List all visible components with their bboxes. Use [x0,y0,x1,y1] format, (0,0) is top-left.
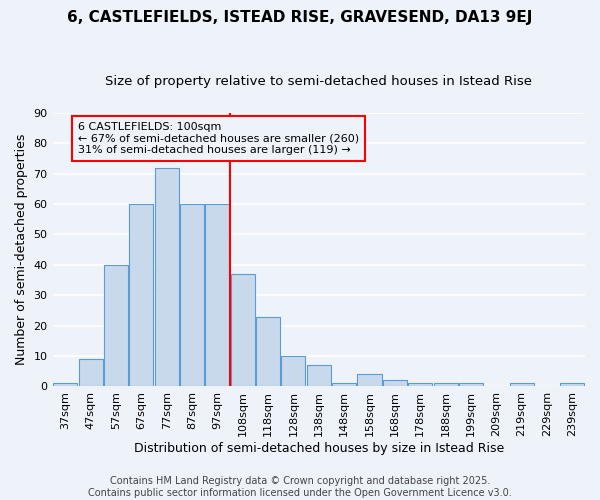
Bar [560,384,584,386]
Bar [383,380,407,386]
Bar [129,204,154,386]
Bar [509,384,533,386]
Bar [155,168,179,386]
Bar [408,384,432,386]
Text: 6, CASTLEFIELDS, ISTEAD RISE, GRAVESEND, DA13 9EJ: 6, CASTLEFIELDS, ISTEAD RISE, GRAVESEND,… [67,10,533,25]
X-axis label: Distribution of semi-detached houses by size in Istead Rise: Distribution of semi-detached houses by … [134,442,504,455]
Bar [256,316,280,386]
Bar [53,384,77,386]
Bar [332,384,356,386]
Bar [434,384,458,386]
Y-axis label: Number of semi-detached properties: Number of semi-detached properties [15,134,28,366]
Bar [459,384,483,386]
Bar [205,204,229,386]
Bar [104,265,128,386]
Bar [79,359,103,386]
Text: 6 CASTLEFIELDS: 100sqm
← 67% of semi-detached houses are smaller (260)
31% of se: 6 CASTLEFIELDS: 100sqm ← 67% of semi-det… [78,122,359,155]
Bar [307,365,331,386]
Bar [230,274,255,386]
Bar [358,374,382,386]
Bar [180,204,204,386]
Title: Size of property relative to semi-detached houses in Istead Rise: Size of property relative to semi-detach… [105,75,532,88]
Bar [281,356,305,386]
Text: Contains HM Land Registry data © Crown copyright and database right 2025.
Contai: Contains HM Land Registry data © Crown c… [88,476,512,498]
